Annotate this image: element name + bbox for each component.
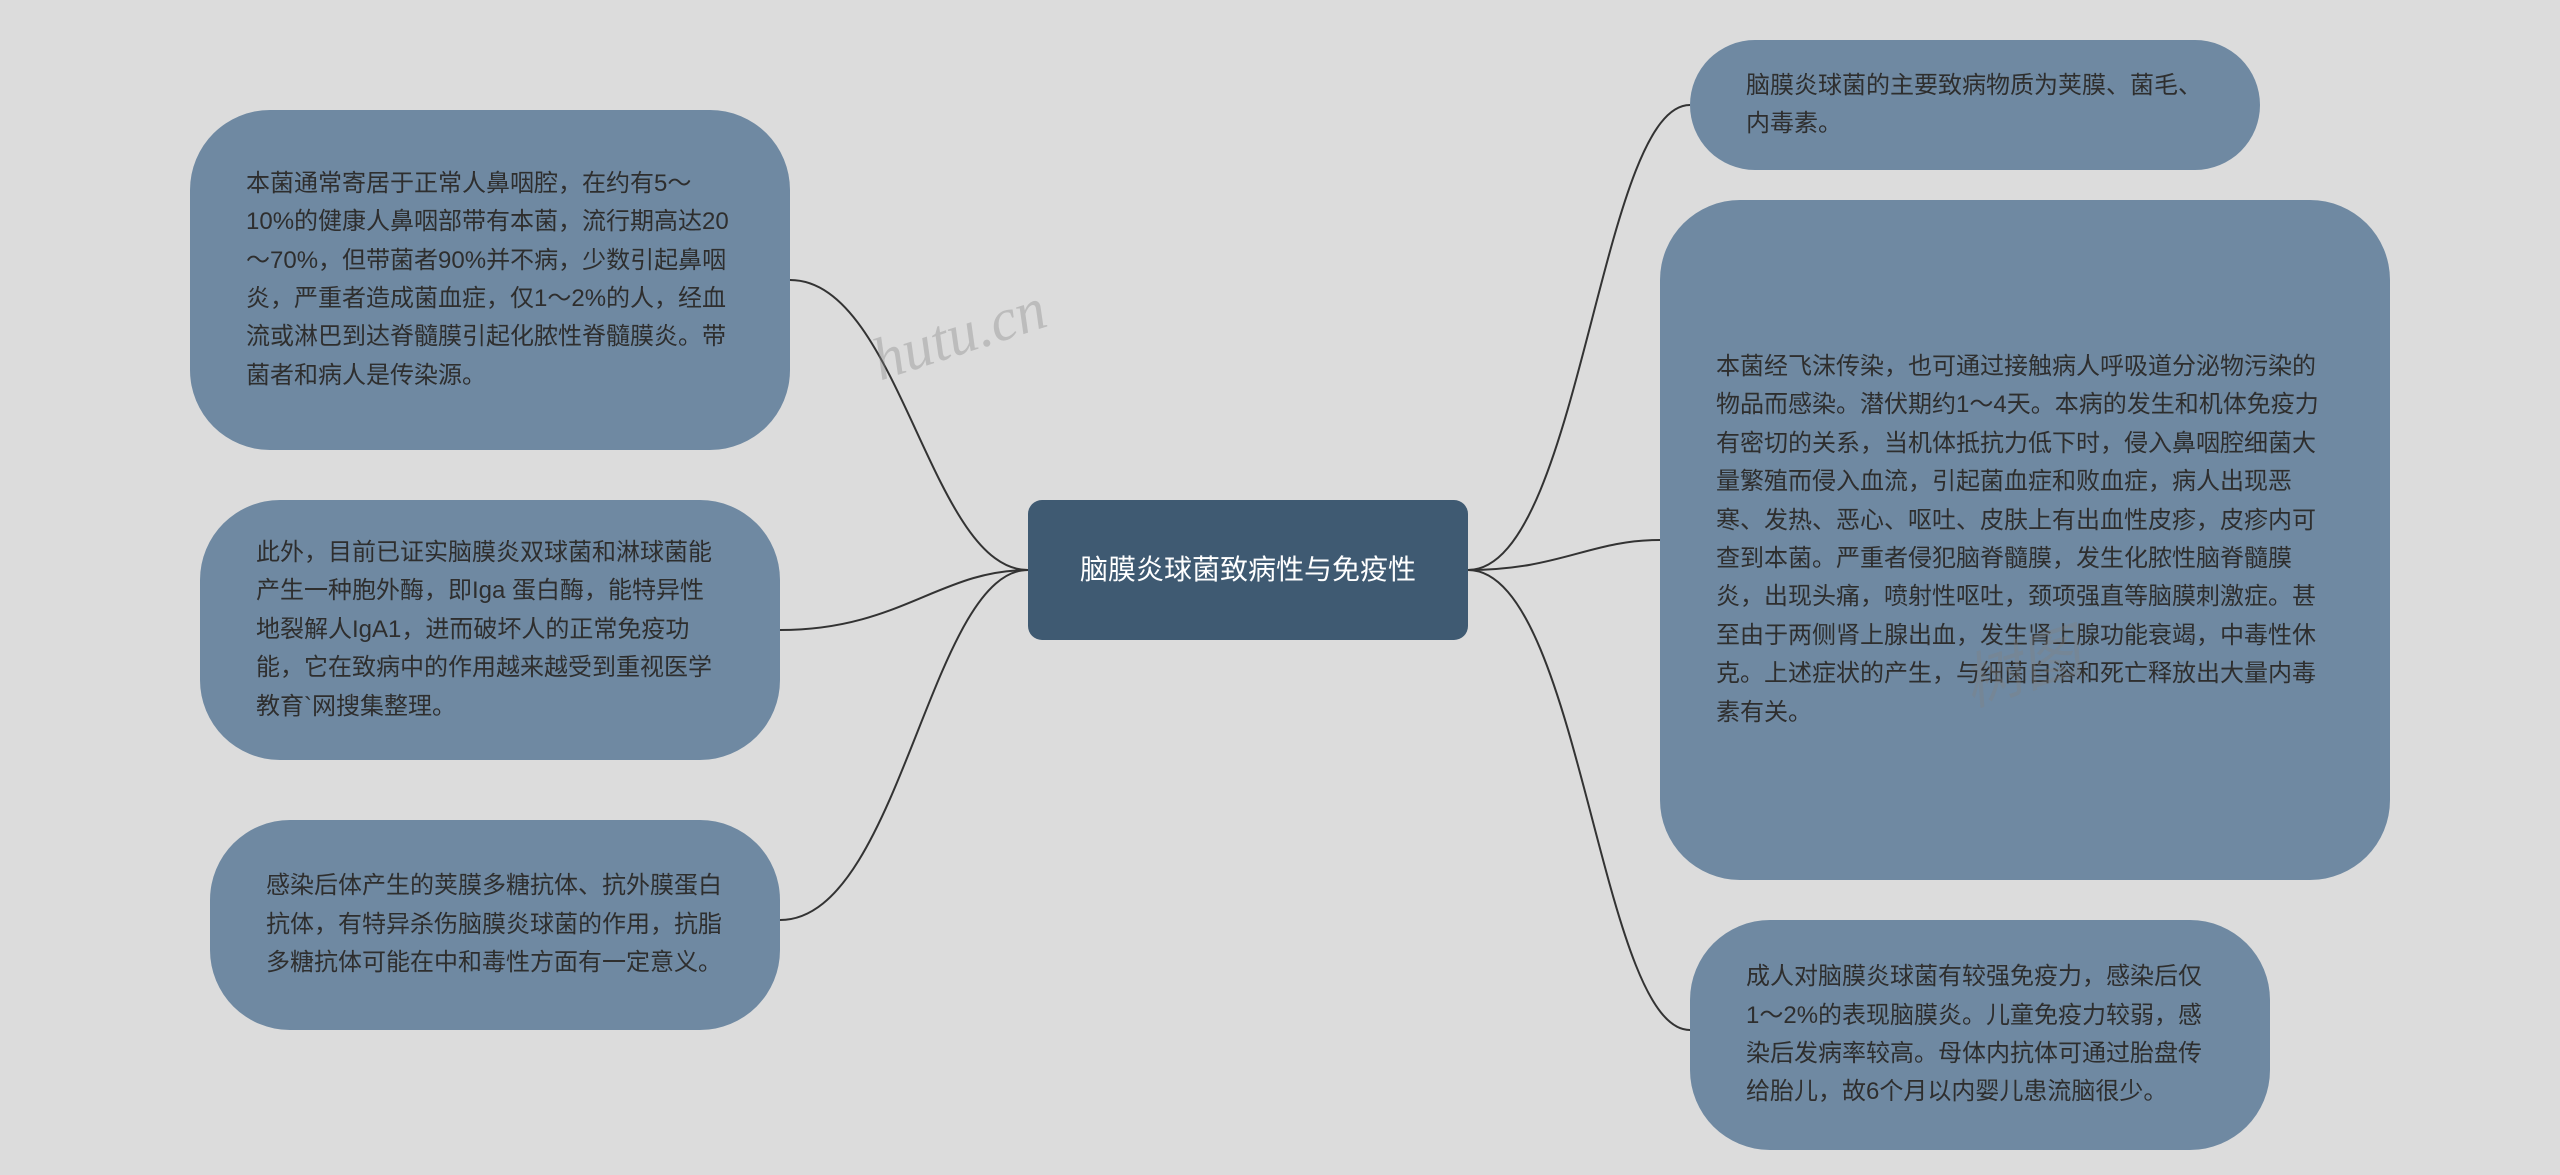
leaf-node-right-2: 本菌经飞沫传染，也可通过接触病人呼吸道分泌物污染的物品而感染。潜伏期约1～4天。… bbox=[1660, 200, 2390, 880]
connector-path bbox=[790, 280, 1028, 570]
leaf-node-left-3: 感染后体产生的荚膜多糖抗体、抗外膜蛋白抗体，有特异杀伤脑膜炎球菌的作用，抗脂多糖… bbox=[210, 820, 780, 1030]
center-node: 脑膜炎球菌致病性与免疫性 bbox=[1028, 500, 1468, 640]
connector-path bbox=[780, 570, 1028, 920]
leaf-text: 成人对脑膜炎球菌有较强免疫力，感染后仅1～2%的表现脑膜炎。儿童免疫力较弱，感染… bbox=[1746, 958, 2214, 1112]
watermark: hutu.cn bbox=[864, 274, 1055, 395]
connector-path bbox=[1468, 105, 1690, 570]
leaf-text: 本菌通常寄居于正常人鼻咽腔，在约有5～10%的健康人鼻咽部带有本菌，流行期高达2… bbox=[246, 165, 734, 395]
mindmap-canvas: 脑膜炎球菌致病性与免疫性 本菌通常寄居于正常人鼻咽腔，在约有5～10%的健康人鼻… bbox=[0, 0, 2560, 1175]
leaf-node-right-3: 成人对脑膜炎球菌有较强免疫力，感染后仅1～2%的表现脑膜炎。儿童免疫力较弱，感染… bbox=[1690, 920, 2270, 1150]
leaf-node-left-2: 此外，目前已证实脑膜炎双球菌和淋球菌能产生一种胞外酶，即Iga 蛋白酶，能特异性… bbox=[200, 500, 780, 760]
connector-path bbox=[780, 570, 1028, 630]
leaf-text: 本菌经飞沫传染，也可通过接触病人呼吸道分泌物污染的物品而感染。潜伏期约1～4天。… bbox=[1716, 348, 2334, 732]
connector-path bbox=[1468, 570, 1690, 1030]
connector-path bbox=[1468, 540, 1660, 570]
leaf-text: 脑膜炎球菌的主要致病物质为荚膜、菌毛、内毒素。 bbox=[1746, 67, 2204, 144]
leaf-text: 感染后体产生的荚膜多糖抗体、抗外膜蛋白抗体，有特异杀伤脑膜炎球菌的作用，抗脂多糖… bbox=[266, 867, 724, 982]
leaf-node-right-1: 脑膜炎球菌的主要致病物质为荚膜、菌毛、内毒素。 bbox=[1690, 40, 2260, 170]
leaf-text: 此外，目前已证实脑膜炎双球菌和淋球菌能产生一种胞外酶，即Iga 蛋白酶，能特异性… bbox=[256, 534, 724, 726]
center-node-text: 脑膜炎球菌致病性与免疫性 bbox=[1080, 548, 1416, 593]
leaf-node-left-1: 本菌通常寄居于正常人鼻咽腔，在约有5～10%的健康人鼻咽部带有本菌，流行期高达2… bbox=[190, 110, 790, 450]
